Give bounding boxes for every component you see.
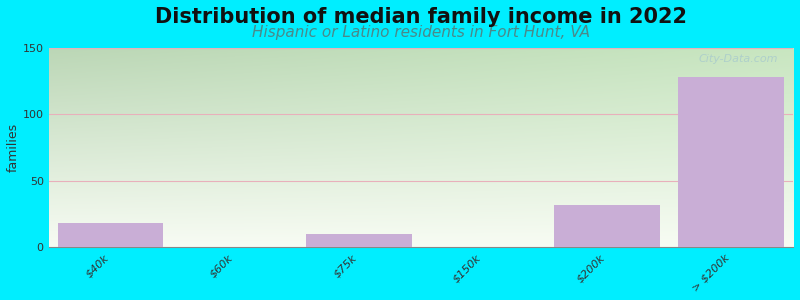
Bar (678, 77, 784, 247)
Y-axis label: families: families (7, 123, 20, 172)
Bar (554, 205, 660, 247)
Text: City-Data.com: City-Data.com (698, 54, 778, 64)
Bar (58, 224, 163, 247)
Title: Distribution of median family income in 2022: Distribution of median family income in … (155, 7, 687, 27)
Bar (306, 234, 411, 247)
Text: Hispanic or Latino residents in Fort Hunt, VA: Hispanic or Latino residents in Fort Hun… (252, 25, 590, 40)
